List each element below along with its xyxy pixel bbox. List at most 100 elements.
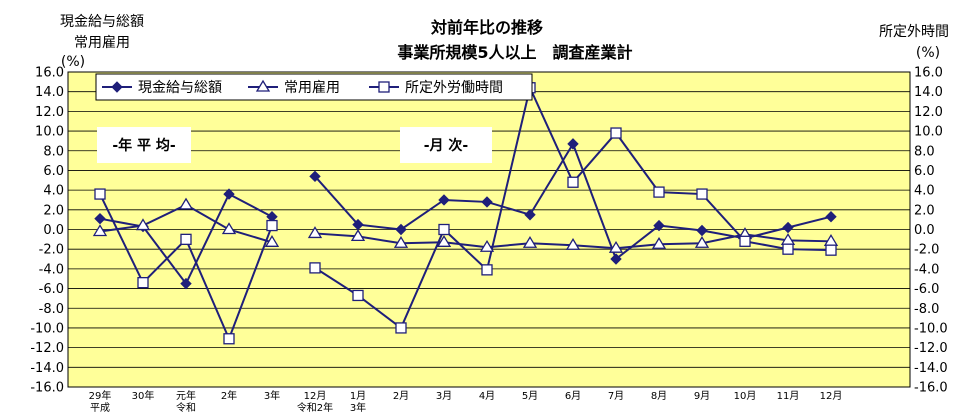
x-tick-label: 10月: [734, 390, 757, 402]
data-point-triangle: [307, 226, 323, 239]
y-tick-label-right: -4.0: [914, 262, 939, 277]
y-tick-label-left: 0.0: [43, 223, 64, 238]
data-point-square: [94, 188, 106, 200]
x-tick-label: 2年: [221, 389, 237, 402]
x-tick-label: 29年: [89, 389, 112, 402]
data-point-square: [481, 264, 493, 276]
section-label-monthly: -月 次-: [400, 127, 492, 163]
data-point-diamond: [524, 209, 536, 221]
data-point-diamond: [180, 277, 192, 290]
section-label-monthly-text: -月 次-: [424, 137, 469, 154]
y-tick-label-right: -8.0: [914, 302, 939, 317]
section-label-annual-text: -年 平 均-: [112, 137, 176, 154]
x-tick-label: 1月: [350, 390, 366, 402]
data-point-square: [610, 127, 622, 139]
chart-title-line1: 対前年比の推移: [430, 18, 543, 37]
x-tick-label: 5月: [522, 390, 538, 402]
y-tick-label-left: 4.0: [43, 184, 64, 199]
data-point-square: [438, 223, 450, 236]
data-point-diamond: [696, 224, 708, 237]
y-tick-label-right: 4.0: [914, 184, 935, 199]
data-point-diamond: [782, 221, 794, 234]
legend-marker-triangle: [255, 79, 271, 92]
data-point-triangle: [436, 235, 452, 247]
right-axis-unit: (%): [916, 45, 940, 61]
chart-title-line2: 事業所規模5人以上 調査産業計: [397, 43, 632, 62]
x-tick-label: 9月: [694, 390, 710, 402]
data-point-diamond: [653, 219, 665, 232]
data-point-triangle: [221, 222, 237, 235]
right-axis-label-line1: 所定外時間: [879, 24, 949, 40]
y-tick-label-right: 2.0: [914, 203, 935, 218]
data-point-triangle: [694, 236, 710, 248]
data-point-diamond: [309, 170, 321, 183]
data-point-diamond: [567, 138, 579, 150]
y-tick-label-right: -10.0: [914, 321, 948, 336]
data-point-triangle: [608, 240, 624, 253]
y-tick-label-left: 14.0: [35, 85, 64, 100]
left-axis-label-line1: 現金給与総額: [60, 14, 144, 30]
y-tick-label-right: -2.0: [914, 243, 939, 258]
data-point-triangle: [350, 229, 366, 242]
y-tick-label-right: 12.0: [914, 105, 943, 120]
data-point-diamond: [395, 223, 407, 236]
data-point-diamond: [825, 210, 837, 223]
data-point-square: [395, 322, 407, 334]
data-point-square: [309, 262, 321, 274]
data-point-square: [782, 243, 794, 255]
data-point-diamond: [223, 188, 235, 200]
legend: 現金給与総額 常用雇用 所定外労働時間: [95, 73, 533, 101]
y-tick-label-right: 16.0: [914, 66, 943, 81]
y-tick-label-left: -8.0: [39, 302, 64, 317]
data-point-triangle: [135, 218, 151, 231]
y-tick-label-right: 8.0: [914, 144, 935, 159]
y-tick-label-right: 10.0: [914, 125, 943, 140]
data-point-triangle: [393, 236, 409, 248]
y-tick-label-left: 10.0: [35, 125, 64, 140]
y-tick-label-right: -12.0: [914, 341, 948, 356]
y-tick-label-left: 2.0: [43, 203, 64, 218]
x-tick-label: 12月: [820, 390, 843, 402]
x-tick-label: 元年: [176, 389, 196, 402]
data-point-square: [137, 277, 149, 289]
x-tick-label: 6月: [565, 390, 581, 402]
y-tick-label-left: 8.0: [43, 144, 64, 159]
y-tick-label-right: -14.0: [914, 361, 948, 376]
x-tick-label: 4月: [479, 390, 495, 402]
x-tick-label: 12月: [304, 390, 327, 402]
data-point-square: [266, 219, 278, 232]
x-tick-label: 2月: [393, 390, 409, 402]
y-tick-label-right: 0.0: [914, 223, 935, 238]
y-tick-label-right: -16.0: [914, 381, 948, 396]
legend-box: [95, 73, 533, 101]
data-point-diamond: [610, 253, 622, 265]
y-tick-label-left: -10.0: [30, 321, 64, 336]
x-tick-label: 令和2年: [297, 401, 333, 414]
legend-label: 常用雇用: [284, 79, 340, 96]
data-point-square: [567, 176, 579, 188]
data-point-triangle: [479, 239, 495, 252]
data-point-triangle: [651, 237, 667, 249]
y-tick-label-left: 16.0: [35, 66, 64, 81]
y-tick-label-left: -6.0: [39, 282, 64, 297]
data-point-triangle: [264, 235, 280, 247]
data-point-square: [352, 289, 364, 302]
y-tick-label-left: -12.0: [30, 341, 64, 356]
y-tick-label-left: -2.0: [39, 243, 64, 258]
y-tick-label-left: 6.0: [43, 164, 64, 179]
y-tick-label-left: -4.0: [39, 262, 64, 277]
legend-label: 所定外労働時間: [405, 80, 503, 96]
section-label-annual: -年 平 均-: [97, 127, 191, 163]
y-tick-label-right: -6.0: [914, 282, 939, 297]
data-point-square: [739, 235, 751, 247]
x-tick-label: 3年: [350, 401, 366, 414]
x-tick-label: 7月: [608, 390, 624, 402]
y-tick-label-left: -16.0: [30, 381, 64, 396]
data-point-triangle: [522, 236, 538, 248]
legend-marker-square: [378, 81, 390, 93]
x-tick-label: 11月: [777, 390, 800, 402]
data-point-diamond: [438, 194, 450, 206]
legend-label: 現金給与総額: [138, 80, 222, 96]
left-axis-unit: (%): [61, 54, 85, 70]
